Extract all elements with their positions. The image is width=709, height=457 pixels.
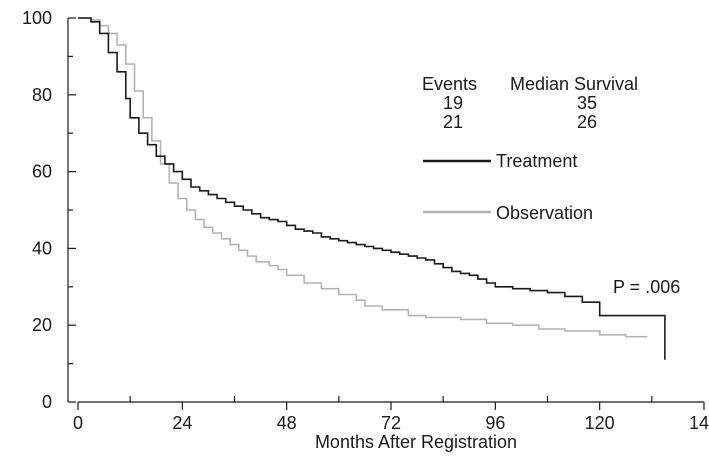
y-tick-label: 0: [42, 392, 52, 412]
x-tick-label: 72: [381, 413, 401, 433]
y-tick-label: 20: [32, 315, 52, 335]
y-tick-label: 60: [32, 162, 52, 182]
legend-label-observation: Observation: [496, 203, 593, 223]
y-tick-label: 100: [22, 8, 52, 28]
events-row-1: 19: [443, 93, 463, 113]
events-row-2: 21: [443, 112, 463, 132]
y-axis: 0 20 40 60 80 100: [22, 8, 76, 412]
x-tick-label: 96: [485, 413, 505, 433]
median-row-2: 26: [577, 112, 597, 132]
x-tick-label: 0: [73, 413, 83, 433]
legend: Treatment Observation: [423, 151, 593, 223]
p-value-annotation: P = .006: [613, 277, 680, 297]
x-axis: 0 24 48 72 96 120 144: [73, 396, 709, 433]
y-tick-label: 80: [32, 85, 52, 105]
x-tick-label: 144: [689, 413, 709, 433]
x-tick-label: 120: [585, 413, 615, 433]
events-header: Events: [422, 74, 477, 94]
x-tick-label: 24: [172, 413, 192, 433]
median-row-1: 35: [577, 93, 597, 113]
y-tick-label: 40: [32, 238, 52, 258]
median-header: Median Survival: [510, 74, 638, 94]
series-line-treatment: [78, 17, 666, 360]
legend-label-treatment: Treatment: [496, 151, 577, 171]
series-line-observation: [78, 17, 648, 338]
x-axis-title: Months After Registration: [315, 432, 517, 452]
series-layer: [78, 17, 666, 360]
events-table: Events Median Survival 19 35 21 26: [422, 74, 638, 132]
x-tick-label: 48: [277, 413, 297, 433]
